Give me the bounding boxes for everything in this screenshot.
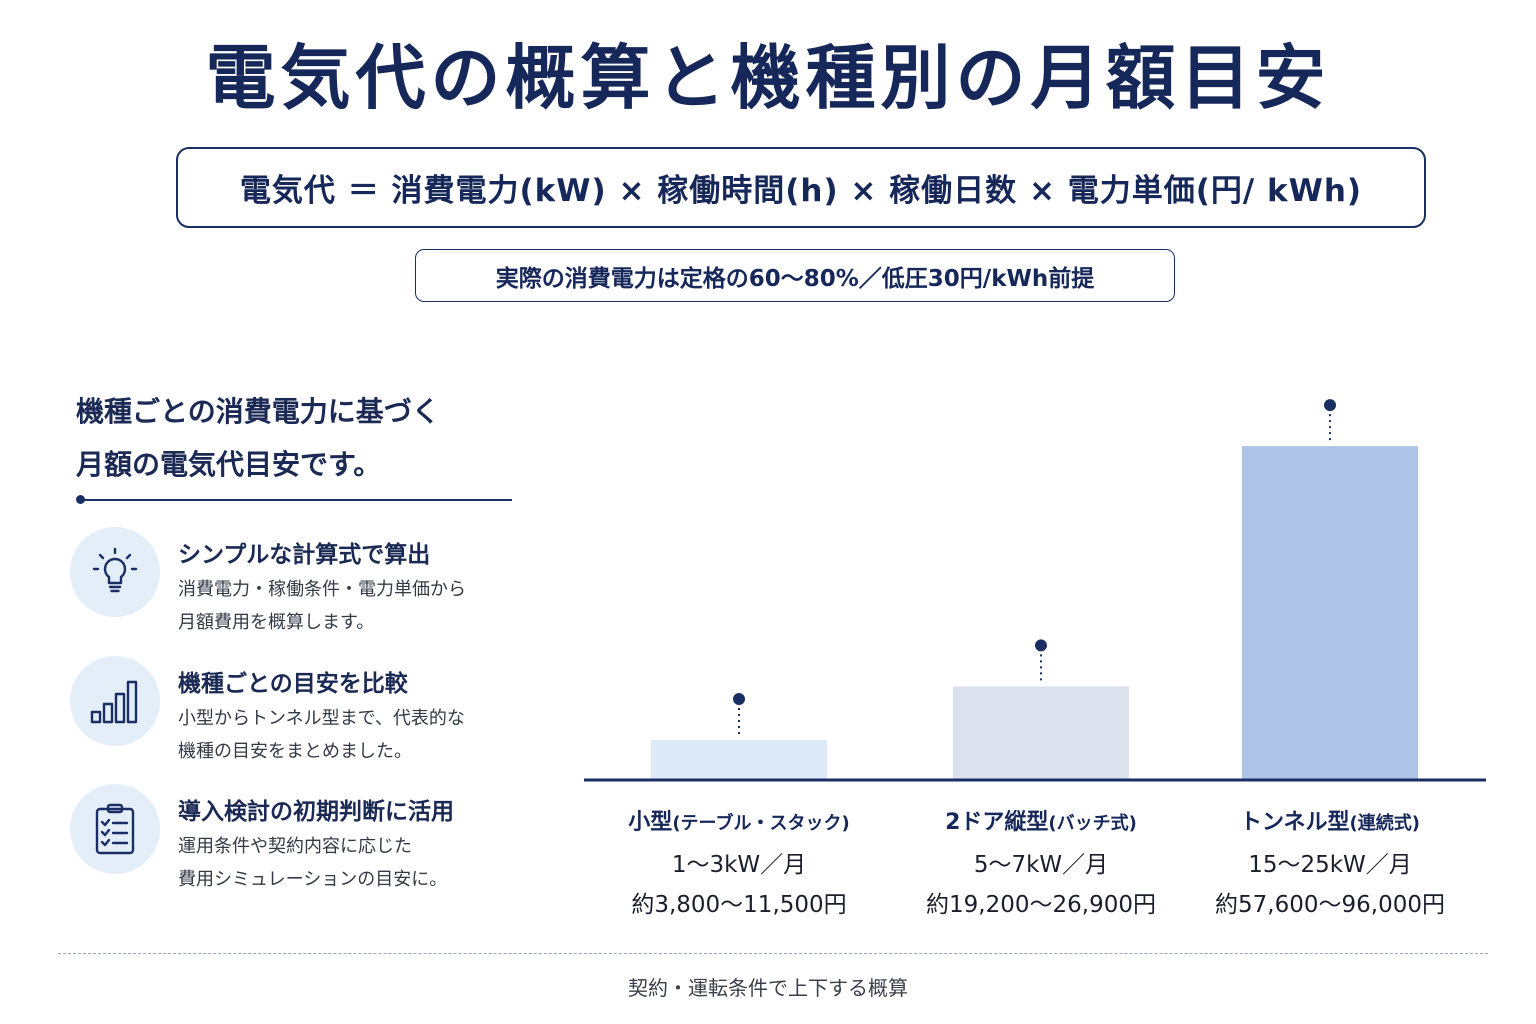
feature-description-line: 費用シミュレーションの目安に。 (178, 869, 448, 890)
feature-title: 機種ごとの目安を比較 (178, 671, 408, 697)
intro-divider-dot (76, 495, 85, 504)
category-cost-tunnel: 約57,600〜96,000円 (1215, 892, 1445, 918)
assumption-note: 実際の消費電力は定格の60〜80%／低圧30円/kWh前提 (415, 249, 1175, 302)
intro-line-1: 機種ごとの消費電力に基づく (76, 395, 440, 428)
intro-divider (80, 499, 512, 501)
category-cost-small: 約3,800〜11,500円 (631, 892, 847, 918)
feature-description-line: 消費電力・稼働条件・電力単価から (178, 579, 466, 600)
feature-item-comparison: 機種ごとの目安を比較 小型からトンネル型まで、代表的な 機種の目安をまとめました… (70, 656, 540, 762)
category-cost-two-door: 約19,200〜26,900円 (926, 892, 1156, 918)
feature-item-calculation: シンプルな計算式で算出 消費電力・稼働条件・電力単価から 月額費用を概算します。 (70, 527, 540, 633)
feature-description-line: 月額費用を概算します。 (178, 612, 375, 633)
category-subtitle: (連続式) (1349, 813, 1420, 834)
bar-marker-dot-small (733, 693, 745, 705)
bar-marker-dot-two-door (1035, 639, 1047, 652)
bar-tunnel (1242, 446, 1418, 780)
page-title: 電気代の概算と機種別の月額目安 (205, 37, 1331, 119)
category-label-tunnel: トンネル型(連続式) (1180, 804, 1480, 836)
intro-text: 機種ごとの消費電力に基づく 月額の電気代目安です。 (76, 385, 536, 491)
bar-marker-dot-tunnel (1324, 399, 1336, 412)
category-label-two-door: 2ドア縦型(バッチ式) (891, 804, 1191, 836)
intro-line-2: 月額の電気代目安です。 (76, 448, 382, 481)
feature-description: 運用条件や契約内容に応じた 費用シミュレーションの目安に。 (178, 830, 538, 896)
feature-description-line: 小型からトンネル型まで、代表的な (178, 708, 465, 729)
formula-box: 電気代 ＝ 消費電力(kW) × 稼働時間(h) × 稼働日数 × 電力単価(円… (176, 147, 1426, 228)
bar-chart-icon (70, 656, 160, 746)
assumption-note-text: 実際の消費電力は定格の60〜80%／低圧30円/kWh前提 (495, 265, 1095, 292)
formula-text: 電気代 ＝ 消費電力(kW) × 稼働時間(h) × 稼働日数 × 電力単価(円… (239, 173, 1363, 209)
category-subtitle: (テーブル・スタック) (672, 813, 850, 834)
category-power-two-door: 5〜7kW／月 (973, 852, 1109, 878)
feature-description-line: 運用条件や契約内容に応じた (178, 836, 412, 857)
feature-item-decision: 導入検討の初期判断に活用 運用条件や契約内容に応じた 費用シミュレーションの目安… (70, 784, 540, 890)
feature-title: シンプルな計算式で算出 (178, 542, 431, 568)
bar-two-door (953, 686, 1129, 780)
monthly-cost-bar-chart (584, 399, 1486, 782)
bar-small (651, 740, 827, 780)
footer-note: 契約・運転条件で上下する概算 (628, 976, 908, 1000)
feature-title: 導入検討の初期判断に活用 (178, 799, 454, 825)
category-power-tunnel: 15〜25kW／月 (1248, 852, 1412, 878)
footer-divider (58, 953, 1488, 954)
category-name: 小型 (628, 810, 673, 835)
category-subtitle: (バッチ式) (1048, 813, 1137, 834)
feature-description-line: 機種の目安をまとめました。 (178, 741, 412, 762)
lightbulb-icon (70, 527, 160, 617)
category-name: トンネル型 (1239, 810, 1350, 835)
feature-description: 小型からトンネル型まで、代表的な 機種の目安をまとめました。 (178, 702, 538, 768)
clipboard-checklist-icon (70, 784, 160, 874)
category-label-small: 小型(テーブル・スタック) (589, 804, 889, 836)
category-name: 2ドア縦型 (945, 810, 1049, 835)
feature-description: 消費電力・稼働条件・電力単価から 月額費用を概算します。 (178, 573, 538, 639)
category-power-small: 1〜3kW／月 (671, 852, 807, 878)
